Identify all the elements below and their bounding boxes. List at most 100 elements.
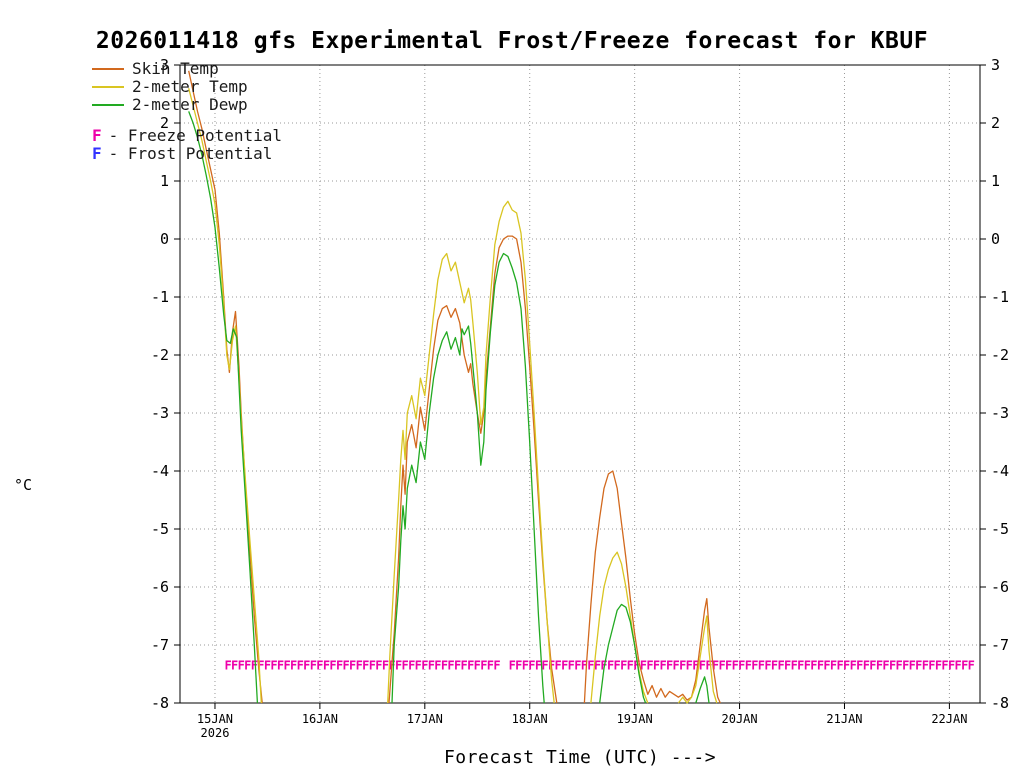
freeze-potential-marker: F bbox=[528, 658, 535, 672]
freeze-potential-marker: F bbox=[421, 658, 428, 672]
freeze-potential-marker: F bbox=[896, 658, 903, 672]
x-tick-label: 19JAN bbox=[617, 712, 653, 726]
freeze-potential-marker: F bbox=[673, 658, 680, 672]
plot-border bbox=[179, 64, 981, 704]
legend-label: 2-meter Temp bbox=[132, 77, 248, 96]
freeze-potential-marker: F bbox=[467, 658, 474, 672]
freeze-potential-marker: F bbox=[659, 658, 666, 672]
freeze-potential-marker: F bbox=[541, 658, 548, 672]
freeze-potential-marker: F bbox=[369, 658, 376, 672]
freeze-potential-marker: F bbox=[764, 658, 771, 672]
freeze-potential-marker: F bbox=[487, 658, 494, 672]
freeze-potential-marker: F bbox=[718, 658, 725, 672]
freeze-potential-marker: F bbox=[323, 658, 330, 672]
freeze-potential-marker: F bbox=[395, 658, 402, 672]
y-tick-label-left: 1 bbox=[160, 172, 169, 190]
legend-label: - Frost Potential bbox=[108, 144, 273, 163]
freeze-potential-marker: F bbox=[902, 658, 909, 672]
legend-item-2m-temp: 2-meter Temp bbox=[92, 78, 282, 96]
freeze-potential-marker: F bbox=[850, 658, 857, 672]
y-tick-label-left: 2 bbox=[160, 114, 169, 132]
freeze-potential-marker: F bbox=[535, 658, 542, 672]
freeze-potential-marker: F bbox=[909, 658, 916, 672]
freeze-potential-marker: F bbox=[277, 658, 284, 672]
freeze-potential-marker: F bbox=[402, 658, 409, 672]
freeze-potential-marker: F bbox=[290, 658, 297, 672]
freeze-potential-marker: F bbox=[627, 658, 634, 672]
freeze-potential-marker: F bbox=[349, 658, 356, 672]
freeze-potential-marker: F bbox=[329, 658, 336, 672]
y-tick-label-left: -7 bbox=[151, 636, 169, 654]
freeze-potential-marker: F bbox=[889, 658, 896, 672]
frost-f-symbol: F bbox=[92, 144, 102, 163]
y-tick-label-left: -4 bbox=[151, 462, 169, 480]
series-line-skin-temp bbox=[188, 70, 721, 704]
y-tick-label-left: -1 bbox=[151, 288, 169, 306]
freeze-potential-marker: F bbox=[316, 658, 323, 672]
freeze-potential-marker: F bbox=[705, 658, 712, 672]
legend-item-skin-temp: Skin Temp bbox=[92, 60, 282, 78]
series-line-2-meter-temp bbox=[188, 88, 718, 704]
skin-temp-line-swatch bbox=[92, 68, 124, 70]
y-tick-label-right: -6 bbox=[991, 578, 1009, 596]
freeze-potential-marker: F bbox=[461, 658, 468, 672]
freeze-potential-marker: F bbox=[784, 658, 791, 672]
freeze-potential-marker: F bbox=[843, 658, 850, 672]
freeze-potential-marker: F bbox=[876, 658, 883, 672]
freeze-potential-marker: F bbox=[817, 658, 824, 672]
freeze-potential-marker: F bbox=[823, 658, 830, 672]
freeze-potential-marker: F bbox=[264, 658, 271, 672]
freeze-potential-marker: F bbox=[928, 658, 935, 672]
y-tick-label-right: 2 bbox=[991, 114, 1000, 132]
freeze-potential-marker: F bbox=[454, 658, 461, 672]
x-tick-label: 18JAN bbox=[512, 712, 548, 726]
freeze-potential-marker: F bbox=[653, 658, 660, 672]
freeze-potential-marker: F bbox=[679, 658, 686, 672]
x-tick-label: 16JAN bbox=[302, 712, 338, 726]
x-tick-year-label: 2026 bbox=[201, 726, 230, 740]
freeze-potential-marker: F bbox=[283, 658, 290, 672]
freeze-potential-marker: F bbox=[751, 658, 758, 672]
x-tick-label: 17JAN bbox=[407, 712, 443, 726]
2m-dewp-line-swatch bbox=[92, 104, 124, 106]
freeze-potential-marker: F bbox=[480, 658, 487, 672]
freeze-potential-marker: F bbox=[777, 658, 784, 672]
freeze-potential-marker: F bbox=[336, 658, 343, 672]
freeze-potential-marker: F bbox=[568, 658, 575, 672]
y-tick-label-left: 0 bbox=[160, 230, 169, 248]
freeze-potential-marker: F bbox=[712, 658, 719, 672]
y-tick-label-left: -2 bbox=[151, 346, 169, 364]
freeze-potential-marker: F bbox=[725, 658, 732, 672]
freeze-potential-marker: F bbox=[581, 658, 588, 672]
freeze-potential-marker: F bbox=[856, 658, 863, 672]
freeze-potential-marker: F bbox=[231, 658, 238, 672]
legend-item-2m-dewp: 2-meter Dewp bbox=[92, 96, 282, 114]
freeze-potential-marker: F bbox=[869, 658, 876, 672]
freeze-potential-marker: F bbox=[375, 658, 382, 672]
freeze-potential-marker: F bbox=[509, 658, 516, 672]
freeze-potential-marker: F bbox=[666, 658, 673, 672]
freeze-potential-marker: F bbox=[382, 658, 389, 672]
freeze-potential-marker: F bbox=[948, 658, 955, 672]
chart-title: 2026011418 gfs Experimental Frost/Freeze… bbox=[95, 28, 929, 54]
freeze-potential-marker: F bbox=[961, 658, 968, 672]
freeze-potential-marker: F bbox=[614, 658, 621, 672]
freeze-f-symbol: F bbox=[92, 126, 102, 145]
freeze-potential-marker: F bbox=[408, 658, 415, 672]
freeze-potential-marker: F bbox=[310, 658, 317, 672]
freeze-potential-marker: F bbox=[968, 658, 975, 672]
y-axis-title: °C bbox=[14, 476, 33, 494]
freeze-potential-marker: F bbox=[574, 658, 581, 672]
freeze-potential-marker: F bbox=[561, 658, 568, 672]
freeze-potential-marker: F bbox=[732, 658, 739, 672]
freeze-potential-marker: F bbox=[882, 658, 889, 672]
y-tick-label-right: -1 bbox=[991, 288, 1009, 306]
2m-temp-line-swatch bbox=[92, 86, 124, 88]
freeze-potential-marker: F bbox=[251, 658, 258, 672]
legend-label: Skin Temp bbox=[132, 59, 219, 78]
freeze-potential-marker: F bbox=[428, 658, 435, 672]
freeze-potential-marker: F bbox=[771, 658, 778, 672]
legend-label: 2-meter Dewp bbox=[132, 95, 248, 114]
